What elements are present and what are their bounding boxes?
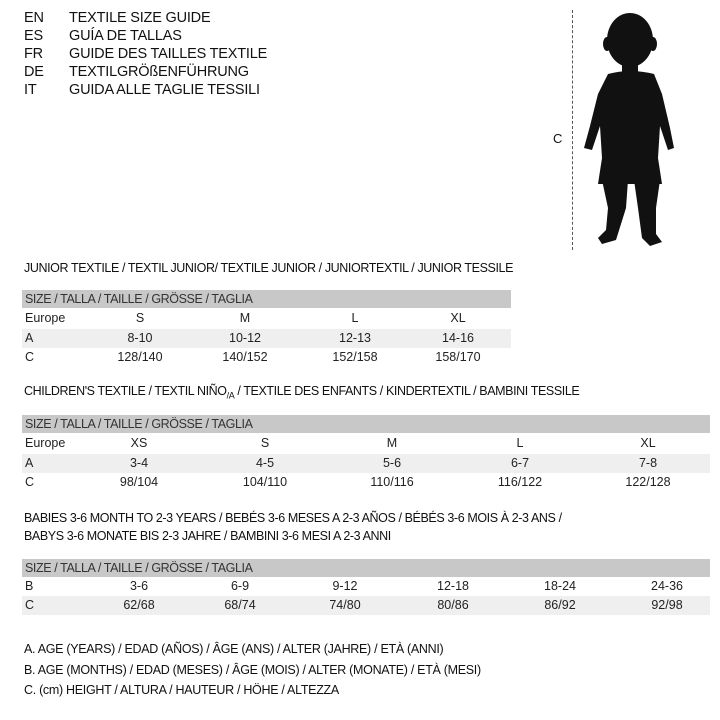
legend-b: B. AGE (MONTHS) / EDAD (MESES) / ÂGE (MO… — [24, 663, 481, 677]
table-cell: 4-5 — [255, 456, 275, 470]
children-title-sub: /A — [226, 390, 235, 401]
table-cell: L — [516, 436, 524, 450]
row-label: C — [25, 598, 35, 612]
table-cell: 7-8 — [638, 456, 658, 470]
table-cell: 6-7 — [510, 456, 530, 470]
table-cell: 80/86 — [437, 598, 469, 612]
row-label: C — [25, 350, 35, 364]
row-label: Europe — [25, 436, 66, 450]
row-label: Europe — [25, 311, 66, 325]
table-row: C 62/68 68/74 74/80 80/86 86/92 92/98 — [22, 596, 710, 615]
children-size-header: SIZE / TALLA / TAILLE / GRÖSSE / TAGLIA — [22, 415, 710, 433]
table-cell: 110/116 — [370, 475, 414, 489]
lang-title: TEXTILE SIZE GUIDE — [69, 10, 211, 26]
row-label: A — [25, 456, 34, 470]
table-cell: S — [260, 436, 270, 450]
junior-size-header: SIZE / TALLA / TAILLE / GRÖSSE / TAGLIA — [22, 290, 511, 308]
table-cell: 98/104 — [119, 475, 159, 489]
row-label: B — [25, 579, 34, 593]
table-row: C 128/140 140/152 152/158 158/170 — [22, 348, 511, 367]
table-cell: 12-18 — [437, 579, 469, 593]
table-cell: XL — [450, 311, 466, 325]
table-cell: 152/158 — [332, 350, 378, 364]
children-title: CHILDREN'S TEXTILE / TEXTIL NIÑO/A / TEX… — [24, 384, 580, 401]
table-cell: 116/122 — [497, 475, 543, 489]
height-label: C — [553, 131, 563, 146]
table-cell: 6-9 — [230, 579, 250, 593]
table-row: Europe S M L XL — [22, 309, 511, 328]
babies-size-header: SIZE / TALLA / TAILLE / GRÖSSE / TAGLIA — [22, 559, 710, 577]
table-cell: 3-6 — [129, 579, 149, 593]
table-cell: 158/170 — [435, 350, 481, 364]
table-row: Europe XS S M L XL — [22, 434, 710, 453]
table-cell: 104/110 — [242, 475, 288, 489]
lang-title: GUIDE DES TAILLES TEXTILE — [69, 46, 268, 62]
children-title-main: CHILDREN'S TEXTILE / TEXTIL NIÑO — [24, 384, 227, 398]
lang-title: GUIDA ALLE TAGLIE TESSILI — [69, 82, 260, 98]
legend-c: C. (cm) HEIGHT / ALTURA / HAUTEUR / HÖHE… — [24, 683, 339, 697]
table-cell: 92/98 — [651, 598, 683, 612]
table-cell: 9-12 — [332, 579, 358, 593]
lang-title: TEXTILGRÖßENFÜHRUNG — [69, 64, 249, 80]
table-cell: M — [386, 436, 398, 450]
table-cell: 24-36 — [651, 579, 683, 593]
table-cell: 74/80 — [329, 598, 361, 612]
table-cell: 5-6 — [382, 456, 402, 470]
table-cell: 3-4 — [129, 456, 149, 470]
junior-title: JUNIOR TEXTILE / TEXTIL JUNIOR/ TEXTILE … — [24, 261, 514, 275]
row-label: C — [25, 475, 35, 489]
lang-code: DE — [24, 64, 44, 80]
table-cell: S — [135, 311, 145, 325]
table-cell: XL — [640, 436, 656, 450]
babies-title-line1: BABIES 3-6 MONTH TO 2-3 YEARS / BEBÉS 3-… — [24, 511, 562, 525]
table-cell: 14-16 — [442, 331, 474, 345]
lang-title: GUÍA DE TALLAS — [69, 28, 182, 44]
lang-code: ES — [24, 28, 43, 44]
height-dashed-line — [572, 10, 573, 250]
row-label: A — [25, 331, 34, 345]
lang-code: IT — [24, 82, 37, 98]
table-row: A 3-4 4-5 5-6 6-7 7-8 — [22, 454, 710, 473]
table-cell: 86/92 — [544, 598, 576, 612]
table-cell: 68/74 — [224, 598, 256, 612]
children-title-rest: / TEXTILE DES ENFANTS / KINDERTEXTIL / B… — [234, 384, 580, 398]
babies-title-line2: BABYS 3-6 MONATE BIS 2-3 JAHRE / BAMBINI… — [24, 529, 391, 543]
table-cell: 62/68 — [123, 598, 155, 612]
table-cell: XS — [130, 436, 148, 450]
table-cell: L — [351, 311, 359, 325]
table-cell: M — [239, 311, 251, 325]
legend-a: A. AGE (YEARS) / EDAD (AÑOS) / ÂGE (ANS)… — [24, 642, 444, 656]
table-cell: 140/152 — [222, 350, 268, 364]
table-row: B 3-6 6-9 9-12 12-18 18-24 24-36 — [22, 577, 710, 596]
table-row: C 98/104 104/110 110/116 116/122 122/128 — [22, 473, 710, 492]
lang-code: FR — [24, 46, 43, 62]
child-silhouette-icon — [584, 13, 674, 246]
table-cell: 128/140 — [117, 350, 163, 364]
table-cell: 18-24 — [544, 579, 576, 593]
table-cell: 8-10 — [127, 331, 153, 345]
table-cell: 122/128 — [625, 475, 671, 489]
table-cell: 12-13 — [339, 331, 371, 345]
table-cell: 10-12 — [229, 331, 261, 345]
table-row: A 8-10 10-12 12-13 14-16 — [22, 329, 511, 348]
lang-code: EN — [24, 10, 44, 26]
